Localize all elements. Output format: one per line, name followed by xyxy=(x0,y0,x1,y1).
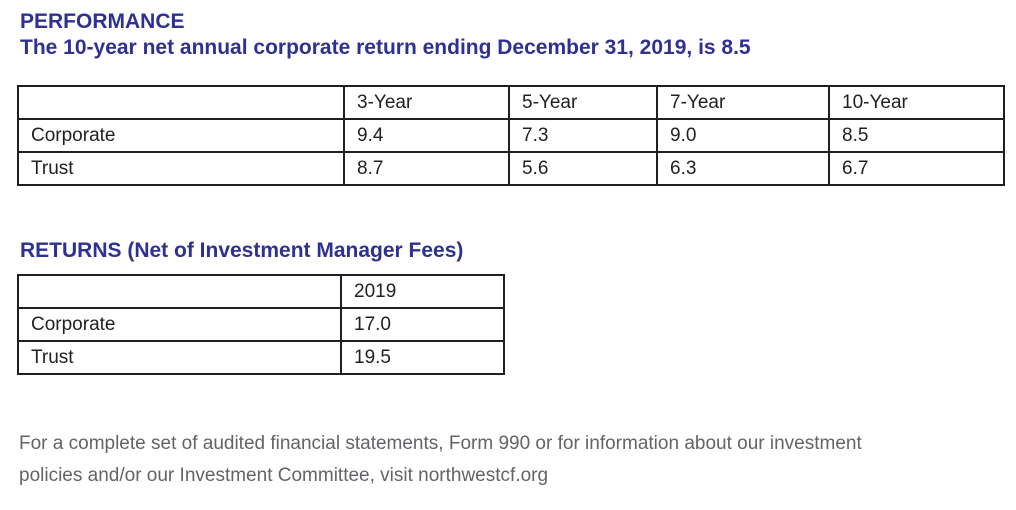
performance-heading: PERFORMANCE xyxy=(20,10,185,33)
table-row-corporate: Corporate 9.4 7.3 9.0 8.5 xyxy=(17,118,1005,153)
header-cell-3-year: 3-Year xyxy=(343,85,510,120)
row-label-cell: Trust xyxy=(17,151,345,186)
footer-note: For a complete set of audited financial … xyxy=(19,428,862,491)
header-cell-2019: 2019 xyxy=(340,274,505,309)
corner-cell xyxy=(17,85,345,120)
returns-table: 2019 Corporate 17.0 Trust 19.5 xyxy=(17,274,505,375)
table-row-corporate: Corporate 17.0 xyxy=(17,307,505,342)
value-cell: 8.5 xyxy=(828,118,1005,153)
corner-cell xyxy=(17,274,342,309)
table-row-trust: Trust 8.7 5.6 6.3 6.7 xyxy=(17,151,1005,186)
row-label-cell: Corporate xyxy=(17,307,342,342)
value-cell: 9.0 xyxy=(656,118,830,153)
returns-heading: RETURNS (Net of Investment Manager Fees) xyxy=(20,239,464,262)
header-cell-10-year: 10-Year xyxy=(828,85,1005,120)
header-cell-7-year: 7-Year xyxy=(656,85,830,120)
table-row-trust: Trust 19.5 xyxy=(17,340,505,375)
performance-subtitle: The 10-year net annual corporate return … xyxy=(20,36,751,59)
row-label-cell: Corporate xyxy=(17,118,345,153)
value-cell: 6.3 xyxy=(656,151,830,186)
value-cell: 9.4 xyxy=(343,118,510,153)
header-cell-5-year: 5-Year xyxy=(508,85,658,120)
value-cell: 8.7 xyxy=(343,151,510,186)
footer-line-2: policies and/or our Investment Committee… xyxy=(19,464,549,486)
returns-table-header-row: 2019 xyxy=(17,274,505,309)
value-cell: 7.3 xyxy=(508,118,658,153)
performance-table: 3-Year 5-Year 7-Year 10-Year Corporate 9… xyxy=(17,85,1005,186)
value-cell: 5.6 xyxy=(508,151,658,186)
performance-section: PERFORMANCE The 10-year net annual corpo… xyxy=(20,9,751,61)
value-cell: 6.7 xyxy=(828,151,1005,186)
row-label-cell: Trust xyxy=(17,340,342,375)
footer-line-1: For a complete set of audited financial … xyxy=(19,433,862,454)
performance-table-header-row: 3-Year 5-Year 7-Year 10-Year xyxy=(17,85,1005,120)
value-cell: 17.0 xyxy=(340,307,505,342)
value-cell: 19.5 xyxy=(340,340,505,375)
